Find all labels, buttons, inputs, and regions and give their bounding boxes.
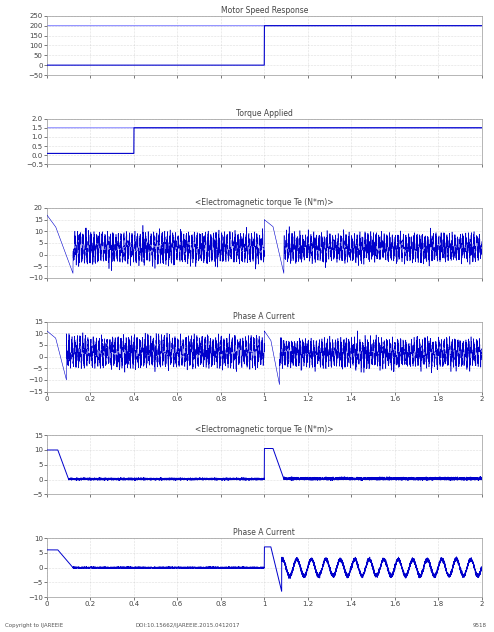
Title: Phase A Current: Phase A Current: [233, 528, 295, 537]
Text: DOI:10.15662/IJAREEIE.2015.0412017: DOI:10.15662/IJAREEIE.2015.0412017: [135, 623, 240, 628]
Title: Torque Applied: Torque Applied: [236, 109, 293, 118]
Text: 9518: 9518: [473, 623, 487, 628]
Title: <Electromagnetic torque Te (N*m)>: <Electromagnetic torque Te (N*m)>: [195, 198, 333, 207]
Title: Motor Speed Response: Motor Speed Response: [221, 6, 308, 15]
Title: <Electromagnetic torque Te (N*m)>: <Electromagnetic torque Te (N*m)>: [195, 425, 333, 434]
Title: Phase A Current: Phase A Current: [233, 312, 295, 321]
Text: Copyright to IJAREEIE: Copyright to IJAREEIE: [5, 623, 63, 628]
